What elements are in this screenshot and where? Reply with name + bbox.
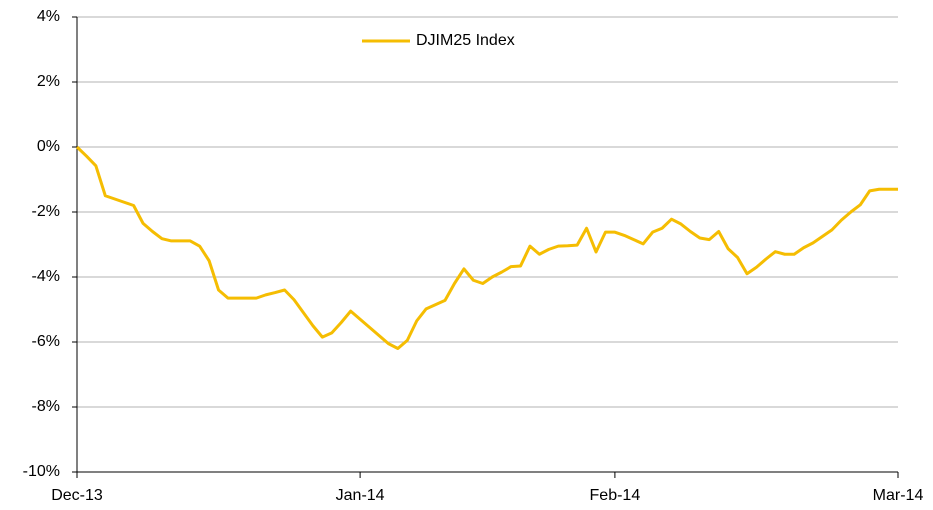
x-tick-label: Feb-14 xyxy=(590,487,641,504)
data-line xyxy=(75,145,898,350)
y-tick-label: 2% xyxy=(37,73,60,90)
y-tick-label: -6% xyxy=(32,333,60,350)
x-tick-label: Dec-13 xyxy=(51,487,103,504)
y-tick-label: 4% xyxy=(37,8,60,25)
y-tick-label: 0% xyxy=(37,138,60,155)
y-tick-label: -4% xyxy=(32,268,60,285)
y-tick-label: -2% xyxy=(32,203,60,220)
legend-label: DJIM25 Index xyxy=(416,32,515,49)
x-tick-label: Mar-14 xyxy=(873,487,924,504)
x-tick-label: Jan-14 xyxy=(336,487,385,504)
y-tick-label: -8% xyxy=(32,398,60,415)
y-tick-label: -10% xyxy=(23,463,60,480)
